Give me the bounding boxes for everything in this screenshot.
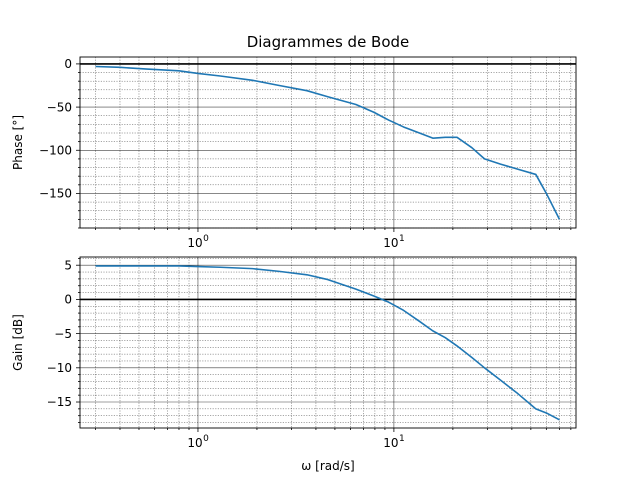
gain-y-tick-label: 0 xyxy=(64,293,72,307)
gain-y-tick-label: −5 xyxy=(54,327,72,341)
phase-y-axis-label: Phase [°] xyxy=(11,115,25,170)
gain-y-tick-label: 5 xyxy=(64,258,72,272)
figure-title: Diagrammes de Bode xyxy=(247,33,410,51)
gain-x-axis-label: ω [rad/s] xyxy=(301,459,354,473)
gain-x-tick-label: 10 xyxy=(187,436,202,450)
phase-y-tick-label: 0 xyxy=(64,57,72,71)
phase-x-tick-exponent: 0 xyxy=(203,234,209,244)
phase-grid xyxy=(80,57,576,229)
phase-y-tick-label: −150 xyxy=(39,187,72,201)
gain-y-tick-label: −15 xyxy=(47,395,72,409)
gain-axes-frame xyxy=(79,256,577,429)
phase-x-tick-label: 10 xyxy=(187,236,202,250)
gain-grid xyxy=(80,257,576,428)
phase-y-tick-label: −50 xyxy=(47,100,72,114)
gain-series-line xyxy=(95,265,560,421)
gain-x-tick-label: 10 xyxy=(383,436,398,450)
phase-series-line xyxy=(95,65,561,220)
phase-y-tick-label: −100 xyxy=(39,143,72,157)
phase-x-tick-exponent: 1 xyxy=(399,234,405,244)
phase-x-tick-label: 10 xyxy=(383,236,398,250)
phase-axes-frame xyxy=(79,56,577,229)
gain-y-tick-label: −10 xyxy=(47,361,72,375)
gain-x-tick-exponent: 0 xyxy=(203,434,209,444)
gain-x-tick-exponent: 1 xyxy=(399,434,405,444)
gain-y-axis-label: Gain [dB] xyxy=(11,314,25,371)
